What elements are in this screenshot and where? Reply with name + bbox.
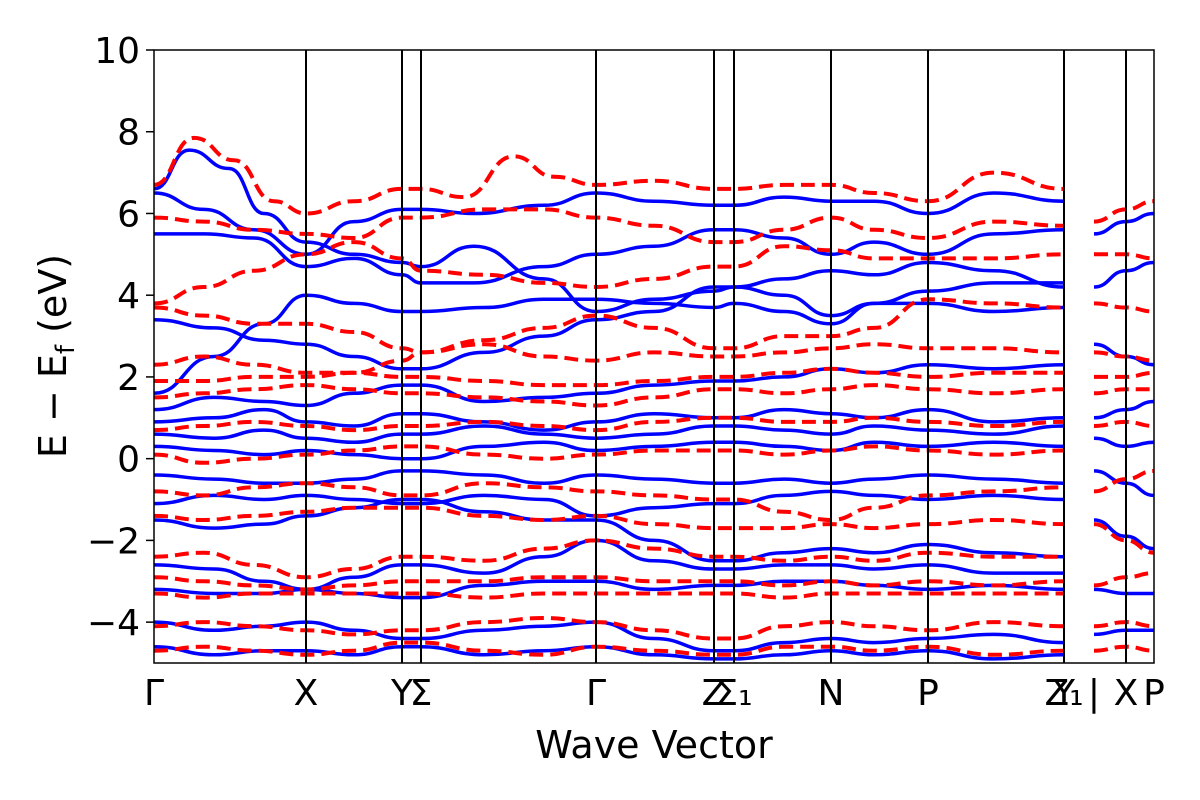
x-tick-label-8: P	[917, 673, 939, 714]
y-tick-label-0: −4	[87, 603, 140, 644]
x-tick-label-12: X	[1114, 673, 1139, 714]
y-axis-title-main: E − E	[31, 354, 75, 458]
x-tick-label-1: X	[294, 673, 319, 714]
band-dashed-26	[154, 207, 1065, 245]
plot-background	[154, 50, 1154, 663]
y-tick-label-3: 2	[117, 358, 140, 399]
x-tick-label-11: |	[1088, 673, 1100, 714]
band-dashed-48	[1093, 468, 1154, 494]
y-axis-ticks: −4 −2 0 2 4 6 8 10	[87, 31, 154, 644]
x-tick-label-5: Z	[702, 673, 727, 714]
x-axis-ticks: Γ X YΣ Γ ZΣ₁ N P YZ₁ | X P	[144, 673, 1165, 714]
x-axis-title: Wave Vector	[535, 723, 773, 767]
band-solid-3	[154, 293, 1065, 396]
y-axis-title-subscript: f	[51, 344, 81, 354]
y-tick-label-6: 8	[117, 113, 140, 154]
x-tick-label-3: Σ	[410, 673, 433, 714]
x-tick-label-9: Y	[1052, 673, 1076, 714]
y-tick-label-7: 10	[94, 31, 140, 72]
y-tick-label-1: −2	[87, 521, 140, 562]
y-tick-label-2: 0	[117, 440, 140, 481]
x-tick-label-2: Y	[390, 673, 414, 714]
band-dashed-49	[1093, 522, 1154, 555]
x-tick-label-6: Σ₁	[715, 673, 752, 714]
x-tick-label-7: N	[818, 673, 845, 714]
plot-frame	[153, 49, 1155, 664]
band-dashed-25	[154, 135, 1065, 216]
y-tick-label-5: 6	[117, 194, 140, 235]
x-tick-label-13: P	[1143, 673, 1165, 714]
kpoint-separators	[305, 50, 1127, 663]
x-tick-label-10: Z₁	[1044, 673, 1083, 714]
x-tick-label-0: Γ	[144, 673, 164, 714]
y-axis-title: E − Ef (eV)	[31, 254, 81, 458]
y-tick-label-4: 4	[117, 276, 140, 317]
x-tick-label-4: Γ	[586, 673, 606, 714]
y-axis-title-unit: (eV)	[31, 254, 75, 345]
